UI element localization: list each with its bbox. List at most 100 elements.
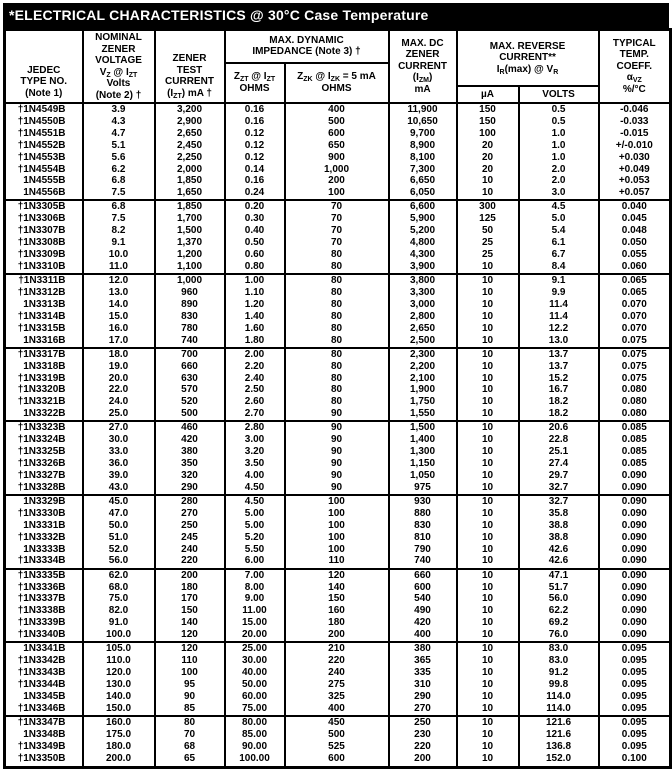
header-max-dc-zener-current: MAX. DC ZENER CURRENT (IZM) mA — [387, 28, 458, 104]
cell-zzt: 0.12 — [223, 127, 286, 140]
cell-coeff: 0.090 — [597, 493, 672, 508]
cell-vr_volts: 1.0 — [517, 127, 600, 140]
cell-coeff: 0.080 — [597, 408, 672, 422]
cell-zzk: 100 — [283, 493, 390, 508]
cell-vr_volts: 5.0 — [517, 213, 600, 226]
cell-zzk: 220 — [283, 655, 390, 668]
cell-coeff: 0.095 — [597, 641, 672, 656]
cell-vz: 11.0 — [81, 260, 156, 274]
cell-vz: 14.0 — [81, 298, 156, 311]
cell-vz: 91.0 — [81, 617, 156, 630]
cell-vz: 6.8 — [81, 199, 156, 214]
cell-coeff: 0.085 — [597, 420, 672, 435]
cell-vz: 100.0 — [81, 629, 156, 643]
cell-ir_ua: 100 — [455, 127, 520, 140]
cell-zzk: 80 — [283, 272, 390, 288]
cell-zzt: 1.40 — [223, 310, 286, 323]
cell-zzk: 80 — [283, 322, 390, 335]
cell-vz: 18.0 — [81, 346, 156, 361]
cell-izt: 350 — [153, 458, 226, 470]
table-row: 1N4555B 6.8 1,850 0.16 200 6,650 10 2.0 +0.053 — [3, 175, 672, 188]
cell-ir_ua: 10 — [455, 272, 520, 288]
cell-vz: 19.0 — [81, 360, 156, 373]
cell-ir_ua: 10 — [455, 519, 520, 532]
cell-vr_volts: 4.5 — [517, 199, 600, 214]
cell-vr_volts: 9.1 — [517, 272, 600, 288]
cell-izm: 7,300 — [387, 163, 458, 176]
cell-zzk: 80 — [283, 298, 390, 311]
cell-izm: 250 — [387, 714, 458, 729]
cell-coeff: 0.095 — [597, 667, 672, 679]
table-row: †1N3324B 30.0 420 3.00 90 1,400 10 22.8 0.085 — [3, 434, 672, 447]
table-row: 1N3316B 17.0 740 1.80 80 2,500 10 13.0 0.075 — [3, 334, 672, 348]
cell-coeff: 0.070 — [597, 322, 672, 335]
cell-zzk: 80 — [283, 287, 390, 299]
table-row: †1N3314B 15.0 830 1.40 80 2,800 10 11.4 0.070 — [3, 310, 672, 323]
cell-zzt: 0.16 — [223, 116, 286, 128]
cell-zzt: 1.00 — [223, 272, 286, 288]
cell-izm: 830 — [387, 519, 458, 532]
cell-vz: 47.0 — [81, 507, 156, 520]
cell-ir_ua: 150 — [455, 116, 520, 128]
cell-type: †1N3340B — [3, 629, 84, 643]
cell-type: †1N3332B — [3, 531, 84, 544]
cell-coeff: 0.090 — [597, 543, 672, 556]
cell-type: †1N3321B — [3, 396, 84, 409]
table-row: †1N4550B 4.3 2,900 0.16 500 10,650 150 0.5 -0.03… — [3, 116, 672, 128]
cell-vz: 4.7 — [81, 127, 156, 140]
cell-zzk: 90 — [283, 458, 390, 470]
cell-coeff: +/-0.010 — [597, 139, 672, 152]
cell-zzt: 50.00 — [223, 678, 286, 691]
table-row: 1N3333B 52.0 240 5.50 100 790 10 42.6 0.090 — [3, 543, 672, 556]
cell-vr_volts: 83.0 — [517, 655, 600, 668]
cell-zzt: 5.20 — [223, 531, 286, 544]
cell-vz: 6.2 — [81, 163, 156, 176]
cell-zzt: 0.14 — [223, 163, 286, 176]
cell-coeff: 0.065 — [597, 287, 672, 299]
cell-zzt: 4.00 — [223, 469, 286, 482]
table-row: †1N3315B 16.0 780 1.60 80 2,650 10 12.2 0.070 — [3, 322, 672, 335]
table-row: 1N4556B 7.5 1,650 0.24 100 6,050 10 3.0 +0.057 — [3, 187, 672, 201]
cell-vr_volts: 121.6 — [517, 728, 600, 741]
cell-type: †1N3337B — [3, 593, 84, 606]
cell-zzt: 15.00 — [223, 617, 286, 630]
cell-vr_volts: 83.0 — [517, 641, 600, 656]
cell-ir_ua: 10 — [455, 360, 520, 373]
table-row: †1N3311B 12.0 1,000 1.00 80 3,800 10 9.1 0.065 — [3, 272, 672, 288]
cell-ir_ua: 10 — [455, 617, 520, 630]
table-row: †1N3342B 110.0 110 30.00 220 365 10 83.0 0.095 — [3, 655, 672, 668]
cell-coeff: 0.090 — [597, 567, 672, 582]
cell-vr_volts: 15.2 — [517, 372, 600, 385]
cell-vr_volts: 9.9 — [517, 287, 600, 299]
cell-vr_volts: 11.4 — [517, 298, 600, 311]
table-row: †1N3337B 75.0 170 9.00 150 540 10 56.0 0.090 — [3, 593, 672, 606]
header-zener-test-current: ZENER TEST CURRENT (IZT) mA † — [153, 28, 226, 104]
cell-zzt: 1.80 — [223, 334, 286, 348]
cell-type: †1N3325B — [3, 446, 84, 459]
cell-vr_volts: 2.0 — [517, 163, 600, 176]
cell-vz: 7.5 — [81, 187, 156, 201]
cell-vz: 175.0 — [81, 728, 156, 741]
table-row: 1N3313B 14.0 890 1.20 80 3,000 10 11.4 0.070 — [3, 298, 672, 311]
cell-izt: 80 — [153, 714, 226, 729]
cell-type: †1N4553B — [3, 151, 84, 164]
cell-izt: 1,650 — [153, 187, 226, 201]
cell-type: †1N3350B — [3, 752, 84, 767]
cell-vz: 180.0 — [81, 740, 156, 753]
cell-ir_ua: 10 — [455, 481, 520, 495]
cell-zzk: 150 — [283, 593, 390, 606]
cell-type: †1N3349B — [3, 740, 84, 753]
cell-vz: 17.0 — [81, 334, 156, 348]
cell-type: †1N3305B — [3, 199, 84, 214]
cell-coeff: 0.090 — [597, 629, 672, 643]
cell-vr_volts: 32.7 — [517, 493, 600, 508]
cell-izt: 740 — [153, 334, 226, 348]
cell-coeff: 0.040 — [597, 199, 672, 214]
cell-zzk: 325 — [283, 690, 390, 703]
cell-vz: 39.0 — [81, 469, 156, 482]
cell-vz: 50.0 — [81, 519, 156, 532]
cell-type: †1N3317B — [3, 346, 84, 361]
cell-izt: 150 — [153, 605, 226, 618]
header-microamps: µA — [455, 85, 520, 104]
